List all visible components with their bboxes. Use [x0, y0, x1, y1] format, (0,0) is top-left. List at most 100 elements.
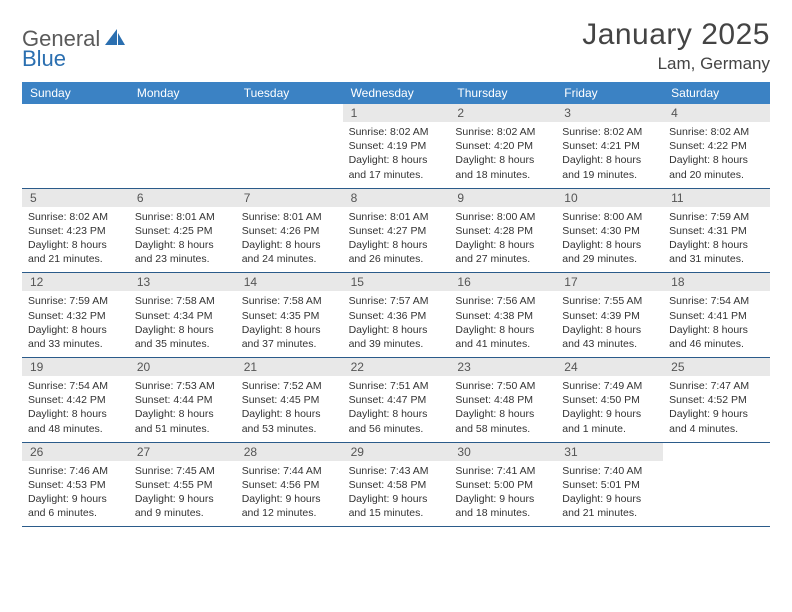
day-info: Sunrise: 7:56 AMSunset: 4:38 PMDaylight:… [449, 291, 556, 357]
day-cell: 21Sunrise: 7:52 AMSunset: 4:45 PMDayligh… [236, 358, 343, 442]
day-info: Sunrise: 7:44 AMSunset: 4:56 PMDaylight:… [236, 461, 343, 527]
sunset-line: Sunset: 5:00 PM [455, 478, 550, 492]
sunrise-line: Sunrise: 7:57 AM [349, 294, 444, 308]
sunrise-line: Sunrise: 7:59 AM [28, 294, 123, 308]
day-cell: 8Sunrise: 8:01 AMSunset: 4:27 PMDaylight… [343, 189, 450, 273]
day-cell: 25Sunrise: 7:47 AMSunset: 4:52 PMDayligh… [663, 358, 770, 442]
day-cell: 7Sunrise: 8:01 AMSunset: 4:26 PMDaylight… [236, 189, 343, 273]
location-label: Lam, Germany [582, 54, 770, 74]
day-cell: 17Sunrise: 7:55 AMSunset: 4:39 PMDayligh… [556, 273, 663, 357]
day-number: 22 [343, 358, 450, 376]
daylight-line: Daylight: 9 hours and 1 minute. [562, 407, 657, 435]
day-info: Sunrise: 7:54 AMSunset: 4:41 PMDaylight:… [663, 291, 770, 357]
sunrise-line: Sunrise: 8:01 AM [135, 210, 230, 224]
sunset-line: Sunset: 4:53 PM [28, 478, 123, 492]
sunset-line: Sunset: 4:32 PM [28, 309, 123, 323]
sunrise-line: Sunrise: 7:54 AM [28, 379, 123, 393]
day-number: 11 [663, 189, 770, 207]
day-cell: 1Sunrise: 8:02 AMSunset: 4:19 PMDaylight… [343, 104, 450, 188]
sunrise-line: Sunrise: 8:02 AM [669, 125, 764, 139]
sunrise-line: Sunrise: 7:58 AM [135, 294, 230, 308]
logo-text-blue: Blue [22, 46, 66, 71]
calendar-table: SundayMondayTuesdayWednesdayThursdayFrid… [22, 82, 770, 527]
sunrise-line: Sunrise: 7:44 AM [242, 464, 337, 478]
day-number: 3 [556, 104, 663, 122]
sunrise-line: Sunrise: 7:51 AM [349, 379, 444, 393]
sunset-line: Sunset: 4:50 PM [562, 393, 657, 407]
title-block: January 2025 Lam, Germany [582, 18, 770, 74]
day-info: Sunrise: 8:02 AMSunset: 4:21 PMDaylight:… [556, 122, 663, 188]
day-cell: 24Sunrise: 7:49 AMSunset: 4:50 PMDayligh… [556, 358, 663, 442]
day-number: 27 [129, 443, 236, 461]
daylight-line: Daylight: 8 hours and 53 minutes. [242, 407, 337, 435]
day-cell: 6Sunrise: 8:01 AMSunset: 4:25 PMDaylight… [129, 189, 236, 273]
daylight-line: Daylight: 8 hours and 33 minutes. [28, 323, 123, 351]
daylight-line: Daylight: 8 hours and 43 minutes. [562, 323, 657, 351]
day-info: Sunrise: 7:53 AMSunset: 4:44 PMDaylight:… [129, 376, 236, 442]
day-number: 10 [556, 189, 663, 207]
day-cell [236, 104, 343, 188]
day-number: 13 [129, 273, 236, 291]
day-cell: 31Sunrise: 7:40 AMSunset: 5:01 PMDayligh… [556, 443, 663, 527]
daylight-line: Daylight: 9 hours and 15 minutes. [349, 492, 444, 520]
daylight-line: Daylight: 9 hours and 12 minutes. [242, 492, 337, 520]
sunrise-line: Sunrise: 7:52 AM [242, 379, 337, 393]
sunset-line: Sunset: 4:30 PM [562, 224, 657, 238]
sunset-line: Sunset: 4:26 PM [242, 224, 337, 238]
day-number: 15 [343, 273, 450, 291]
day-number: 25 [663, 358, 770, 376]
day-number: 8 [343, 189, 450, 207]
day-cell [22, 104, 129, 188]
day-number: 29 [343, 443, 450, 461]
daylight-line: Daylight: 8 hours and 39 minutes. [349, 323, 444, 351]
day-number: 14 [236, 273, 343, 291]
day-number: 19 [22, 358, 129, 376]
week-row: 12Sunrise: 7:59 AMSunset: 4:32 PMDayligh… [22, 273, 770, 358]
daylight-line: Daylight: 8 hours and 24 minutes. [242, 238, 337, 266]
daylight-line: Daylight: 8 hours and 23 minutes. [135, 238, 230, 266]
day-number: 9 [449, 189, 556, 207]
daylight-line: Daylight: 8 hours and 29 minutes. [562, 238, 657, 266]
day-info: Sunrise: 7:41 AMSunset: 5:00 PMDaylight:… [449, 461, 556, 527]
sunset-line: Sunset: 4:41 PM [669, 309, 764, 323]
day-cell: 2Sunrise: 8:02 AMSunset: 4:20 PMDaylight… [449, 104, 556, 188]
day-info: Sunrise: 7:46 AMSunset: 4:53 PMDaylight:… [22, 461, 129, 527]
day-number: 24 [556, 358, 663, 376]
sunset-line: Sunset: 4:56 PM [242, 478, 337, 492]
daylight-line: Daylight: 8 hours and 51 minutes. [135, 407, 230, 435]
header: General January 2025 Lam, Germany [22, 18, 770, 74]
sunrise-line: Sunrise: 7:54 AM [669, 294, 764, 308]
day-cell: 3Sunrise: 8:02 AMSunset: 4:21 PMDaylight… [556, 104, 663, 188]
sunrise-line: Sunrise: 7:55 AM [562, 294, 657, 308]
sunrise-line: Sunrise: 7:45 AM [135, 464, 230, 478]
daylight-line: Daylight: 8 hours and 58 minutes. [455, 407, 550, 435]
sunrise-line: Sunrise: 8:00 AM [562, 210, 657, 224]
day-info: Sunrise: 7:40 AMSunset: 5:01 PMDaylight:… [556, 461, 663, 527]
sunset-line: Sunset: 4:34 PM [135, 309, 230, 323]
daylight-line: Daylight: 9 hours and 9 minutes. [135, 492, 230, 520]
sunrise-line: Sunrise: 7:58 AM [242, 294, 337, 308]
day-cell [129, 104, 236, 188]
day-cell: 19Sunrise: 7:54 AMSunset: 4:42 PMDayligh… [22, 358, 129, 442]
day-cell: 12Sunrise: 7:59 AMSunset: 4:32 PMDayligh… [22, 273, 129, 357]
day-header-cell: Saturday [663, 82, 770, 104]
daylight-line: Daylight: 8 hours and 56 minutes. [349, 407, 444, 435]
day-header-cell: Monday [129, 82, 236, 104]
day-cell [663, 443, 770, 527]
day-header-row: SundayMondayTuesdayWednesdayThursdayFrid… [22, 82, 770, 104]
day-info: Sunrise: 8:02 AMSunset: 4:20 PMDaylight:… [449, 122, 556, 188]
day-number: 26 [22, 443, 129, 461]
sail-icon [104, 28, 126, 51]
sunrise-line: Sunrise: 7:47 AM [669, 379, 764, 393]
daylight-line: Daylight: 8 hours and 21 minutes. [28, 238, 123, 266]
daylight-line: Daylight: 9 hours and 18 minutes. [455, 492, 550, 520]
day-number: 23 [449, 358, 556, 376]
daylight-line: Daylight: 9 hours and 4 minutes. [669, 407, 764, 435]
day-info: Sunrise: 7:54 AMSunset: 4:42 PMDaylight:… [22, 376, 129, 442]
sunset-line: Sunset: 4:36 PM [349, 309, 444, 323]
sunset-line: Sunset: 4:45 PM [242, 393, 337, 407]
sunset-line: Sunset: 4:25 PM [135, 224, 230, 238]
sunset-line: Sunset: 4:48 PM [455, 393, 550, 407]
sunset-line: Sunset: 4:22 PM [669, 139, 764, 153]
week-row: 26Sunrise: 7:46 AMSunset: 4:53 PMDayligh… [22, 443, 770, 528]
